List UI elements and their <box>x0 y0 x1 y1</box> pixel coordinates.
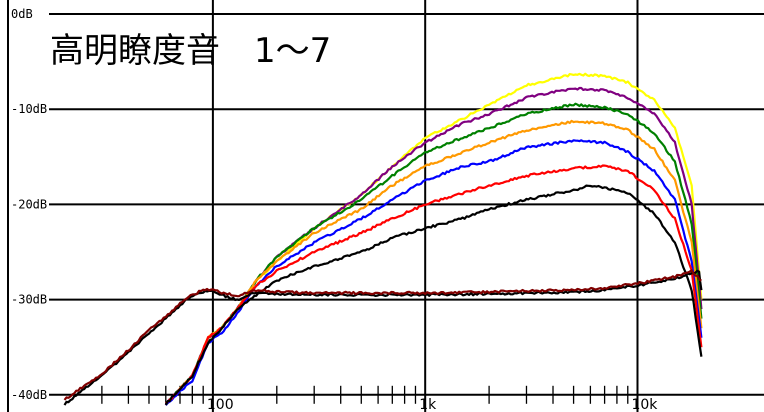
tick-labels: 0dB -10dB -20dB -30dB -40dB 100 1k 10k <box>9 6 658 412</box>
series-lines <box>63 72 703 406</box>
y-tick-label: -10dB <box>11 102 47 116</box>
y-tick-label: -40dB <box>11 388 47 402</box>
y-tick-label: -30dB <box>11 293 47 307</box>
grid <box>7 0 764 412</box>
x-tick-label: 10k <box>631 397 658 412</box>
series-line <box>164 184 703 406</box>
y-tick-label: 0dB <box>11 7 33 21</box>
y-tick-label-bg <box>9 101 49 117</box>
chart-title: 高明瞭度音 1～7 <box>50 31 331 71</box>
y-tick-label-bg <box>9 6 49 21</box>
series-line <box>63 269 702 401</box>
series-line <box>63 269 703 406</box>
y-tick-label-bg <box>9 196 49 212</box>
y-tick-label-bg <box>9 386 49 402</box>
x-tick-label: 100 <box>207 397 234 412</box>
series-line <box>165 164 703 405</box>
y-tick-label-bg <box>9 291 49 307</box>
minor-ticks <box>101 385 629 404</box>
y-tick-label: -20dB <box>11 197 47 211</box>
series-line <box>165 119 703 405</box>
x-tick-label: 1k <box>419 397 437 412</box>
